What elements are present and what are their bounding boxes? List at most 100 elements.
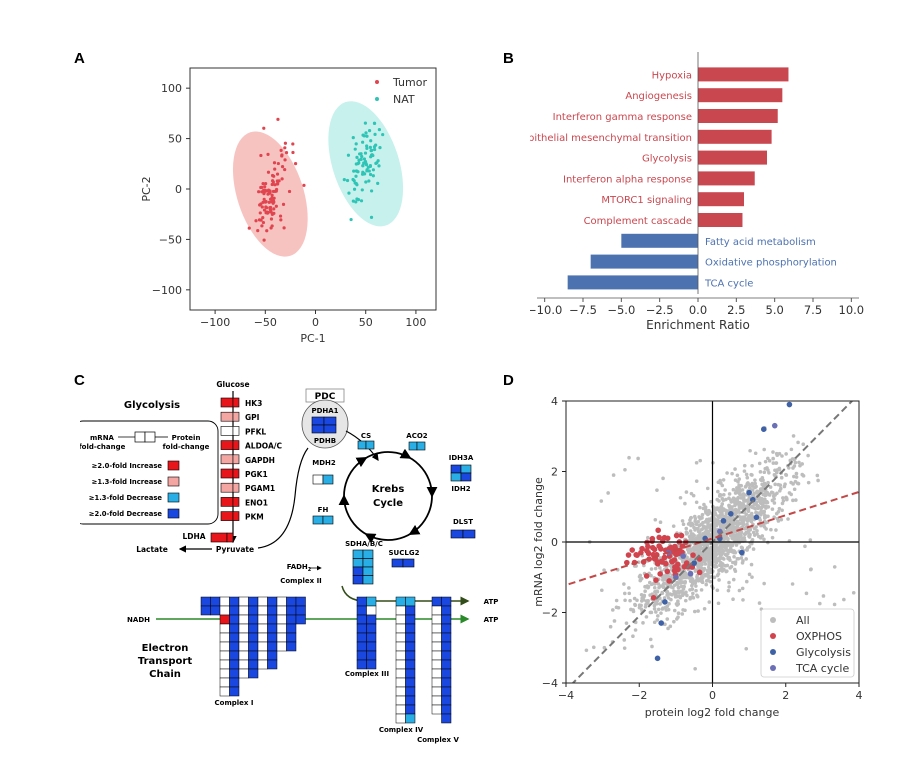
point-all — [606, 491, 610, 495]
point-all — [808, 538, 813, 542]
point-all — [789, 447, 794, 452]
reference-line — [566, 490, 859, 587]
point-tumor — [281, 202, 286, 206]
point-all — [767, 459, 772, 463]
point-all — [777, 451, 782, 456]
point-all — [672, 619, 676, 624]
point-all — [713, 511, 717, 516]
point-all — [738, 502, 742, 507]
cs-label: CS — [361, 432, 371, 440]
point-all — [774, 451, 779, 456]
x-tick-label: 2 — [782, 689, 789, 702]
krebs-arrow — [355, 456, 368, 468]
point-all — [731, 577, 736, 582]
complex-subunit — [441, 677, 452, 688]
point-oxphos — [667, 544, 674, 551]
complex-subunit — [229, 605, 240, 616]
x-axis-label: Enrichment Ratio — [646, 318, 750, 332]
complex-subunit — [395, 704, 406, 715]
point-nat — [351, 135, 355, 140]
complex-subunit — [219, 641, 230, 652]
point-all — [733, 507, 738, 512]
point-all — [693, 526, 698, 531]
glucose-label: Glucose — [216, 380, 249, 389]
point-all — [765, 499, 769, 504]
bar — [590, 254, 698, 269]
point-nat — [363, 121, 368, 125]
point-all — [750, 493, 755, 498]
complex-subunit — [366, 614, 377, 625]
point-all — [643, 589, 647, 594]
point-nat — [361, 140, 365, 144]
point-all — [750, 463, 754, 468]
complex-subunit — [405, 614, 416, 625]
point-glycolysis — [728, 511, 734, 517]
complex-subunit — [295, 605, 306, 616]
point-all — [666, 596, 671, 600]
gene-box-mrna — [220, 497, 234, 507]
point-nat — [369, 215, 374, 219]
gene-box-mrna — [220, 511, 234, 521]
complex-subunit — [267, 650, 278, 661]
point-all — [816, 478, 820, 483]
point-nat — [362, 134, 366, 138]
complex-subunit — [395, 623, 406, 634]
complex-subunit — [441, 695, 452, 706]
suclg2-box — [391, 558, 404, 568]
y-tick-label: −4 — [542, 677, 558, 690]
point-all — [689, 515, 693, 520]
complex-subunit — [267, 641, 278, 652]
point-all — [706, 524, 710, 528]
point-all — [737, 510, 742, 515]
legend-swatch — [167, 460, 180, 471]
complex-subunit — [219, 677, 230, 688]
gene-box-mrna — [220, 397, 234, 408]
point-tumor — [261, 216, 265, 220]
point-nat — [362, 157, 367, 161]
point-all — [653, 517, 658, 522]
point-all — [787, 491, 792, 495]
point-tumor — [275, 172, 280, 176]
point-all — [748, 448, 752, 453]
point-all — [772, 501, 777, 505]
point-all — [750, 538, 755, 542]
point-nat — [364, 131, 368, 135]
dlst-box — [450, 529, 464, 539]
point-all — [693, 519, 697, 524]
point-glycolysis — [691, 560, 697, 566]
point-all — [623, 598, 627, 603]
category-label: Complement cascade — [584, 216, 692, 227]
point-all — [717, 499, 721, 503]
point-tumor — [272, 207, 276, 211]
sdha-box — [352, 558, 364, 568]
point-oxphos — [696, 569, 703, 576]
point-all — [744, 484, 748, 488]
legend-item-label: ≥2.0-fold Increase — [92, 462, 163, 470]
point-all — [735, 473, 740, 478]
complex-subunit — [200, 605, 211, 616]
point-all — [773, 493, 777, 497]
point-all — [690, 583, 694, 588]
point-all — [743, 532, 747, 536]
complex-subunit — [267, 605, 278, 616]
point-all — [744, 646, 749, 651]
point-all — [794, 471, 799, 476]
point-tumor — [291, 150, 295, 155]
cs-box-2 — [365, 440, 375, 450]
idh3a-box — [450, 464, 462, 474]
legend-item-label: ≥1.3-fold Decrease — [89, 494, 163, 502]
point-all — [656, 582, 661, 586]
point-tumor — [260, 205, 264, 209]
point-nat — [364, 180, 368, 184]
point-all — [637, 574, 642, 579]
point-tumor — [280, 165, 285, 169]
point-all — [668, 563, 672, 568]
point-tumor — [284, 151, 289, 155]
point-oxphos — [629, 547, 636, 553]
point-all — [791, 466, 795, 470]
point-all — [767, 470, 771, 475]
point-all — [698, 543, 703, 547]
point-tumor — [256, 229, 260, 233]
point-all — [762, 581, 766, 586]
point-all — [769, 490, 774, 495]
